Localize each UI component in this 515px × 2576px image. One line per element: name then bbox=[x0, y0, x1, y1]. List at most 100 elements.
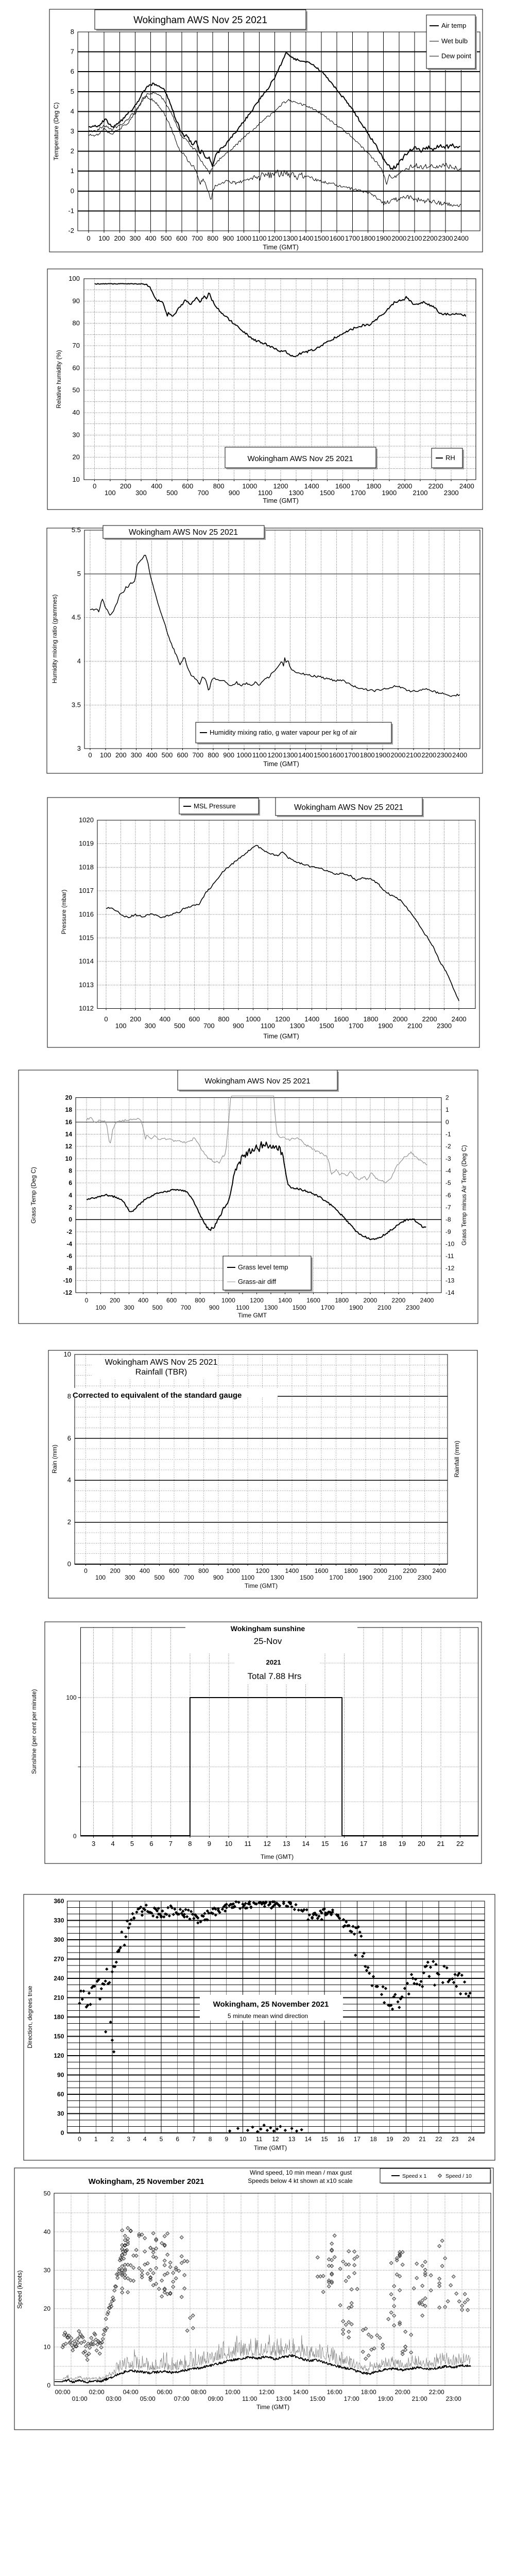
svg-text:Time (GMT): Time (GMT) bbox=[263, 760, 299, 768]
svg-text:Wokingham AWS Nov 25 2021: Wokingham AWS Nov 25 2021 bbox=[294, 803, 403, 812]
svg-text:12: 12 bbox=[65, 1143, 73, 1150]
svg-text:9: 9 bbox=[225, 2136, 228, 2143]
svg-text:-2: -2 bbox=[445, 1143, 451, 1150]
svg-text:15:00: 15:00 bbox=[310, 2395, 325, 2402]
svg-text:2200: 2200 bbox=[392, 1297, 406, 1304]
svg-text:70: 70 bbox=[73, 342, 80, 349]
svg-text:20: 20 bbox=[418, 1840, 425, 1848]
svg-text:100: 100 bbox=[95, 1304, 106, 1311]
svg-text:1700: 1700 bbox=[349, 1022, 364, 1030]
svg-text:1900: 1900 bbox=[378, 1022, 393, 1030]
svg-text:10: 10 bbox=[73, 476, 80, 483]
svg-text:1600: 1600 bbox=[329, 751, 344, 759]
svg-text:11:00: 11:00 bbox=[242, 2395, 257, 2402]
svg-text:700: 700 bbox=[181, 1304, 191, 1311]
svg-text:-8: -8 bbox=[445, 1216, 451, 1223]
svg-text:-1: -1 bbox=[68, 207, 74, 214]
svg-text:80: 80 bbox=[73, 319, 80, 327]
svg-text:1400: 1400 bbox=[304, 482, 319, 490]
svg-text:1500: 1500 bbox=[320, 489, 335, 497]
svg-text:400: 400 bbox=[145, 234, 157, 242]
svg-text:180: 180 bbox=[54, 2013, 64, 2021]
svg-text:-12: -12 bbox=[445, 1265, 455, 1272]
svg-text:2: 2 bbox=[71, 147, 74, 155]
svg-text:Wokingham AWS Nov 25 2021: Wokingham AWS Nov 25 2021 bbox=[105, 1358, 218, 1367]
svg-text:18:00: 18:00 bbox=[361, 2388, 376, 2396]
svg-text:17:00: 17:00 bbox=[344, 2395, 359, 2402]
svg-text:Time (GMT): Time (GMT) bbox=[261, 1853, 294, 1860]
svg-text:1100: 1100 bbox=[252, 234, 267, 242]
svg-text:1016: 1016 bbox=[79, 910, 94, 918]
svg-text:200: 200 bbox=[110, 1297, 120, 1304]
svg-text:-3: -3 bbox=[445, 1155, 451, 1162]
svg-text:5: 5 bbox=[71, 88, 74, 95]
svg-text:0: 0 bbox=[68, 1216, 72, 1223]
svg-text:2300: 2300 bbox=[438, 234, 453, 242]
svg-text:16: 16 bbox=[340, 1840, 348, 1848]
svg-text:14: 14 bbox=[305, 2136, 312, 2143]
svg-text:24: 24 bbox=[468, 2136, 475, 2143]
svg-text:800: 800 bbox=[218, 1015, 230, 1023]
svg-text:400: 400 bbox=[159, 1015, 170, 1023]
svg-text:2400: 2400 bbox=[459, 482, 474, 490]
svg-text:1500: 1500 bbox=[314, 751, 329, 759]
svg-text:Wokingham AWS Nov 25 2021: Wokingham AWS Nov 25 2021 bbox=[129, 528, 238, 537]
svg-text:12: 12 bbox=[272, 2136, 279, 2143]
svg-text:900: 900 bbox=[229, 489, 240, 497]
svg-text:2100: 2100 bbox=[407, 1022, 422, 1030]
svg-text:-9: -9 bbox=[445, 1228, 451, 1235]
svg-text:4.5: 4.5 bbox=[72, 614, 81, 621]
svg-text:13: 13 bbox=[283, 1840, 290, 1848]
svg-text:22: 22 bbox=[456, 1840, 464, 1848]
svg-text:-4: -4 bbox=[445, 1167, 451, 1175]
svg-text:1012: 1012 bbox=[79, 1005, 94, 1012]
svg-text:2000: 2000 bbox=[373, 1567, 387, 1574]
svg-text:14: 14 bbox=[65, 1131, 73, 1138]
svg-text:2300: 2300 bbox=[437, 1022, 452, 1030]
svg-text:Wokingham, 25 November 2021: Wokingham, 25 November 2021 bbox=[89, 2177, 204, 2186]
svg-text:-13: -13 bbox=[445, 1277, 455, 1284]
svg-text:200: 200 bbox=[114, 234, 125, 242]
svg-text:1200: 1200 bbox=[267, 234, 282, 242]
svg-text:6: 6 bbox=[68, 1179, 72, 1187]
svg-text:300: 300 bbox=[54, 1936, 64, 1943]
svg-text:Time (GMT): Time (GMT) bbox=[263, 1032, 299, 1040]
svg-text:Wet bulb: Wet bulb bbox=[441, 37, 468, 45]
svg-text:01:00: 01:00 bbox=[72, 2395, 88, 2402]
svg-text:Corrected to equivalent of the: Corrected to equivalent of the standard … bbox=[73, 1391, 242, 1400]
svg-text:Wokingham, 25 November 2021: Wokingham, 25 November 2021 bbox=[213, 2000, 329, 2009]
svg-text:6: 6 bbox=[176, 2136, 179, 2143]
svg-text:1400: 1400 bbox=[304, 1015, 319, 1023]
svg-text:600: 600 bbox=[182, 482, 194, 490]
svg-text:Rainfall (mm): Rainfall (mm) bbox=[453, 1440, 460, 1477]
svg-text:400: 400 bbox=[138, 1297, 148, 1304]
svg-text:700: 700 bbox=[184, 1574, 194, 1581]
svg-text:Wokingham AWS Nov 25 2021: Wokingham AWS Nov 25 2021 bbox=[204, 1077, 310, 1086]
svg-text:1800: 1800 bbox=[360, 234, 375, 242]
svg-text:2400: 2400 bbox=[452, 1015, 467, 1023]
svg-text:1015: 1015 bbox=[79, 934, 94, 942]
svg-text:1100: 1100 bbox=[258, 489, 272, 497]
svg-text:1900: 1900 bbox=[376, 234, 391, 242]
svg-text:4: 4 bbox=[111, 1840, 114, 1848]
svg-text:1: 1 bbox=[445, 1106, 449, 1113]
svg-text:1200: 1200 bbox=[250, 1297, 264, 1304]
svg-text:1700: 1700 bbox=[345, 234, 360, 242]
svg-text:1000: 1000 bbox=[221, 1297, 235, 1304]
svg-text:2: 2 bbox=[445, 1094, 449, 1101]
svg-text:1500: 1500 bbox=[314, 234, 329, 242]
svg-text:Speed x 1: Speed x 1 bbox=[402, 2173, 426, 2179]
svg-text:-14: -14 bbox=[445, 1289, 455, 1296]
svg-text:1700: 1700 bbox=[321, 1304, 335, 1311]
svg-text:100: 100 bbox=[115, 1022, 127, 1030]
svg-text:100: 100 bbox=[66, 1694, 76, 1701]
svg-text:25-Nov: 25-Nov bbox=[254, 1636, 282, 1646]
svg-text:100: 100 bbox=[105, 489, 116, 497]
svg-text:1: 1 bbox=[71, 167, 74, 175]
svg-text:2400: 2400 bbox=[420, 1297, 434, 1304]
svg-text:-6: -6 bbox=[445, 1192, 451, 1199]
svg-text:1500: 1500 bbox=[300, 1574, 314, 1581]
svg-text:1100: 1100 bbox=[241, 1574, 254, 1581]
svg-text:Humidity mixing ratio, g water: Humidity mixing ratio, g water vapour pe… bbox=[210, 728, 357, 736]
svg-text:Time GMT: Time GMT bbox=[238, 1312, 267, 1319]
